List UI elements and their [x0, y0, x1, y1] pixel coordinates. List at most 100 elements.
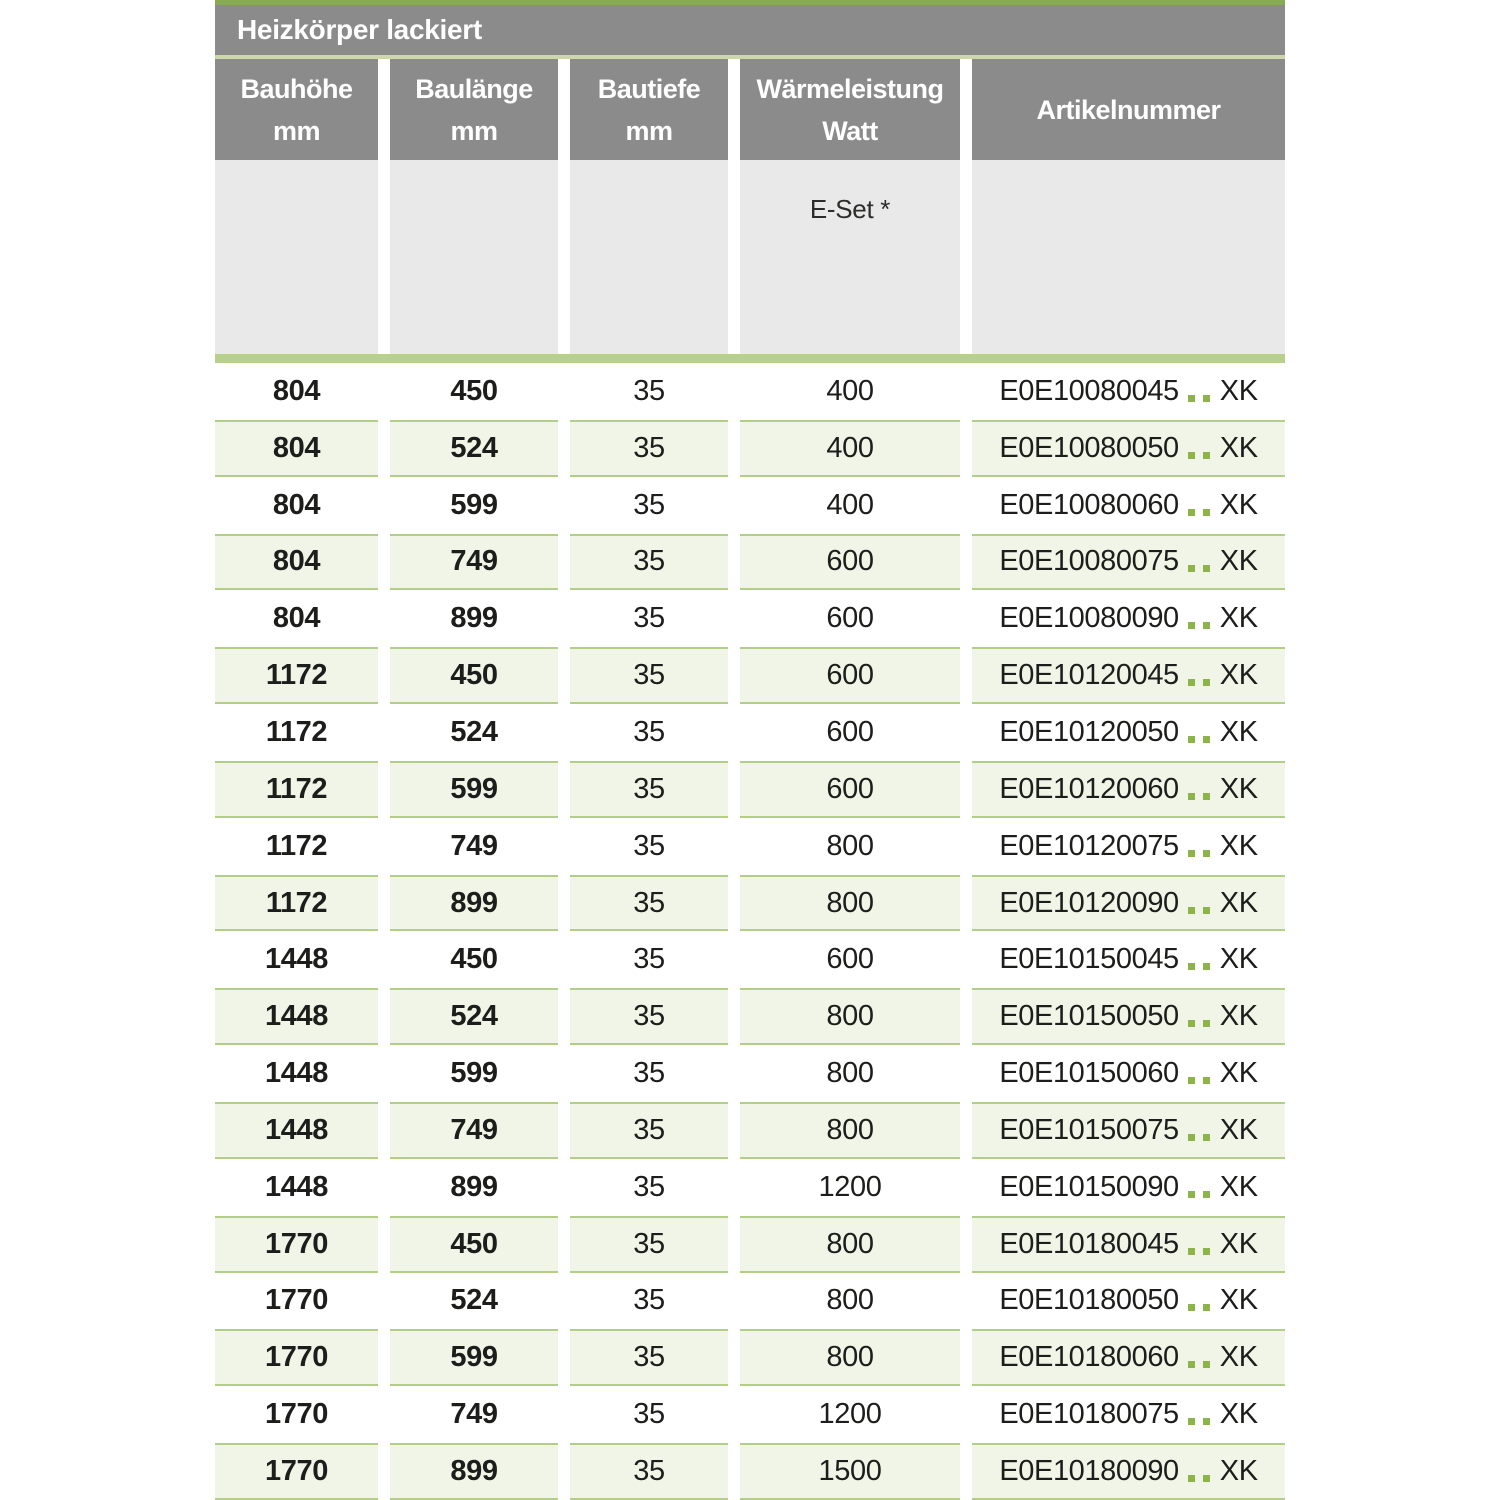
header-body-divider — [215, 354, 1285, 363]
subheader-cell — [215, 160, 378, 354]
cell-artikelnummer: E0E10150050 XK — [972, 988, 1285, 1046]
cell-waermeleistung: 800 — [740, 874, 960, 932]
article-number-suffix: XK — [1219, 1000, 1258, 1033]
cell-baulaenge: 599 — [390, 1045, 558, 1102]
cell-bautiefe: 35 — [570, 419, 728, 477]
article-number-prefix: E0E10120050 — [999, 715, 1179, 748]
cell-waermeleistung: 800 — [740, 1101, 960, 1159]
color-code-placeholder-dots-icon — [1187, 679, 1210, 687]
cell-bautiefe: 35 — [570, 874, 728, 932]
cell-bautiefe: 35 — [570, 1329, 728, 1387]
table-row: 804 524 35 400 E0E10080050 XK — [215, 419, 1285, 477]
cell-artikelnummer: E0E10180060 XK — [972, 1329, 1285, 1387]
cell-artikelnummer: E0E10120075 XK — [972, 817, 1285, 875]
cell-bauhoehe: 1770 — [215, 1329, 378, 1387]
table-body: 804 450 35 400 E0E10080045 XK 804 524 35… — [215, 363, 1285, 1500]
cell-bautiefe: 35 — [570, 760, 728, 818]
cell-baulaenge: 749 — [390, 533, 558, 591]
cell-baulaenge: 749 — [390, 1386, 558, 1444]
column-label: Wärmeleistung — [756, 73, 944, 104]
cell-baulaenge: 749 — [390, 1101, 558, 1159]
cell-artikelnummer: E0E10150090 XK — [972, 1158, 1285, 1216]
color-code-placeholder-dots-icon — [1187, 508, 1210, 516]
cell-baulaenge: 450 — [390, 363, 558, 420]
cell-waermeleistung: 400 — [740, 419, 960, 477]
table-row: 1172 524 35 600 E0E10120050 XK — [215, 704, 1285, 761]
article-number-suffix: XK — [1219, 829, 1258, 862]
cell-bautiefe: 35 — [570, 988, 728, 1046]
article-number-prefix: E0E10080050 — [999, 431, 1179, 464]
cell-bauhoehe: 804 — [215, 476, 378, 534]
color-code-placeholder-dots-icon — [1187, 1020, 1210, 1028]
cell-waermeleistung: 1200 — [740, 1158, 960, 1216]
table-title-band: Heizkörper lackiert — [215, 5, 1285, 55]
article-number-suffix: XK — [1219, 431, 1258, 464]
cell-bautiefe: 35 — [570, 533, 728, 591]
article-number-suffix: XK — [1219, 772, 1258, 805]
article-number-suffix: XK — [1219, 1454, 1258, 1487]
cell-baulaenge: 450 — [390, 931, 558, 989]
cell-waermeleistung: 400 — [740, 363, 960, 420]
article-number-suffix: XK — [1219, 374, 1258, 407]
column-label: Artikelnummer — [1036, 94, 1221, 125]
cell-baulaenge: 524 — [390, 419, 558, 477]
table-row: 1172 599 35 600 E0E10120060 XK — [215, 760, 1285, 818]
article-number-suffix: XK — [1219, 715, 1258, 748]
color-code-placeholder-dots-icon — [1187, 1247, 1210, 1255]
spec-table: Heizkörper lackiert Bauhöhe mm Baulänge … — [215, 0, 1285, 1500]
column-unit: mm — [450, 115, 498, 146]
cell-artikelnummer: E0E10150045 XK — [972, 931, 1285, 989]
cell-baulaenge: 599 — [390, 1329, 558, 1387]
cell-bauhoehe: 804 — [215, 533, 378, 591]
article-number-prefix: E0E10180075 — [999, 1398, 1179, 1431]
cell-bauhoehe: 1770 — [215, 1215, 378, 1273]
cell-bauhoehe: 1172 — [215, 704, 378, 761]
cell-artikelnummer: E0E10180090 XK — [972, 1443, 1285, 1500]
color-code-placeholder-dots-icon — [1187, 849, 1210, 857]
cell-artikelnummer: E0E10080090 XK — [972, 590, 1285, 648]
article-number-prefix: E0E10120075 — [999, 829, 1179, 862]
cell-bautiefe: 35 — [570, 817, 728, 875]
article-number-suffix: XK — [1219, 1227, 1258, 1260]
cell-baulaenge: 524 — [390, 988, 558, 1046]
subheader-cell — [390, 160, 558, 354]
cell-bautiefe: 35 — [570, 1215, 728, 1273]
cell-artikelnummer: E0E10180075 XK — [972, 1386, 1285, 1444]
cell-waermeleistung: 1200 — [740, 1386, 960, 1444]
table-row: 1172 450 35 600 E0E10120045 XK — [215, 647, 1285, 705]
cell-artikelnummer: E0E10120060 XK — [972, 760, 1285, 818]
table-row: 1448 524 35 800 E0E10150050 XK — [215, 988, 1285, 1046]
color-code-placeholder-dots-icon — [1187, 1304, 1210, 1312]
cell-bauhoehe: 1448 — [215, 931, 378, 989]
cell-waermeleistung: 600 — [740, 590, 960, 648]
cell-baulaenge: 899 — [390, 1443, 558, 1500]
table-row: 1172 749 35 800 E0E10120075 XK — [215, 817, 1285, 875]
cell-bautiefe: 35 — [570, 1272, 728, 1330]
cell-waermeleistung: 800 — [740, 1215, 960, 1273]
cell-waermeleistung: 600 — [740, 533, 960, 591]
column-header-bauhoehe: Bauhöhe mm — [215, 59, 378, 160]
column-unit: Watt — [822, 115, 878, 146]
cell-waermeleistung: 600 — [740, 704, 960, 761]
cell-artikelnummer: E0E10120045 XK — [972, 647, 1285, 705]
article-number-suffix: XK — [1219, 886, 1258, 919]
cell-baulaenge: 749 — [390, 817, 558, 875]
cell-waermeleistung: 800 — [740, 1329, 960, 1387]
cell-baulaenge: 599 — [390, 760, 558, 818]
subheader-cell-eset: E-Set * — [740, 160, 960, 354]
article-number-prefix: E0E10180090 — [999, 1454, 1179, 1487]
column-header-waermeleistung: Wärmeleistung Watt — [740, 59, 960, 160]
cell-artikelnummer: E0E10180045 XK — [972, 1215, 1285, 1273]
article-number-prefix: E0E10080045 — [999, 374, 1179, 407]
cell-artikelnummer: E0E10180050 XK — [972, 1272, 1285, 1330]
cell-bautiefe: 35 — [570, 476, 728, 534]
color-code-placeholder-dots-icon — [1187, 451, 1210, 459]
table-title: Heizkörper lackiert — [237, 14, 482, 45]
cell-bautiefe: 35 — [570, 1386, 728, 1444]
table-row: 804 450 35 400 E0E10080045 XK — [215, 363, 1285, 420]
table-row: 804 749 35 600 E0E10080075 XK — [215, 533, 1285, 591]
article-number-prefix: E0E10180045 — [999, 1227, 1179, 1260]
subheader-cell — [570, 160, 728, 354]
column-unit: mm — [625, 115, 673, 146]
color-code-placeholder-dots-icon — [1187, 622, 1210, 630]
